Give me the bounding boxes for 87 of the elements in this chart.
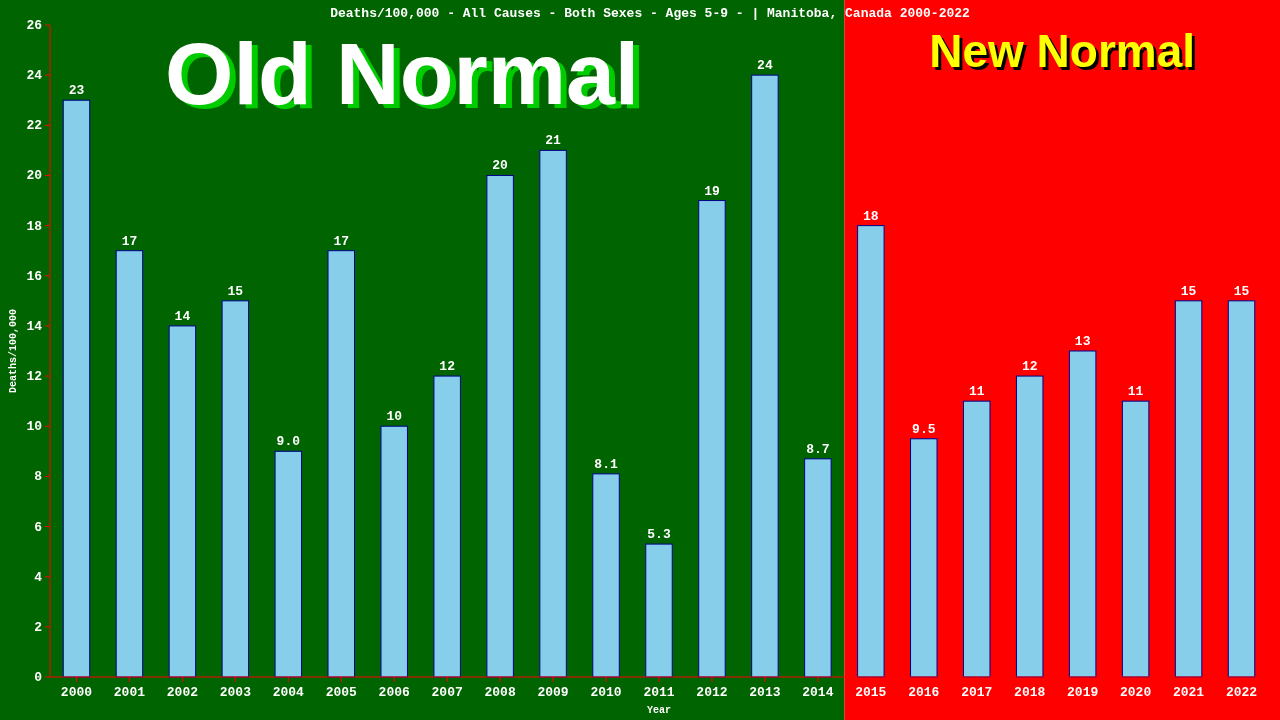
x-tick-label: 2019 (1067, 685, 1099, 700)
x-tick-label: 2013 (749, 685, 781, 700)
x-tick-label: 2005 (325, 685, 358, 700)
x-tick-label: 2012 (696, 685, 728, 700)
bar (274, 450, 303, 678)
y-tick-label: 26 (26, 18, 43, 33)
bar (327, 250, 355, 678)
bar (698, 200, 726, 678)
bar (592, 473, 620, 678)
y-tick-label: 10 (26, 419, 43, 435)
x-tick-label: 2009 (537, 685, 569, 700)
y-tick-label: 16 (26, 268, 43, 284)
bar (1121, 400, 1150, 678)
data-label: 19 (704, 183, 720, 199)
data-label: 10 (386, 409, 403, 425)
chart-title: Deaths/100,000 - All Causes - Both Sexes - Ages 5-9 - | Manitoba, Canada 2000-2022 (330, 6, 971, 21)
data-label: 13 (1074, 334, 1091, 349)
data-label: 9.5 (912, 421, 936, 437)
bar (168, 325, 197, 678)
x-tick-label: 2022 (1225, 685, 1258, 700)
data-label: 9.0 (276, 434, 301, 450)
x-tick-label: 2000 (60, 685, 93, 700)
x-tick-label: 2017 (961, 685, 993, 700)
bar (751, 74, 779, 678)
data-label: 8.7 (806, 441, 830, 457)
data-label: 21 (545, 133, 562, 149)
data-label: 12 (1021, 359, 1038, 375)
data-label: 18 (863, 208, 879, 224)
x-axis-title: Year (646, 705, 672, 716)
bar (62, 99, 91, 678)
y-tick-label: 14 (26, 318, 43, 334)
bar (115, 250, 144, 678)
bar (380, 425, 408, 678)
x-tick-label: 2001 (113, 685, 146, 700)
x-tick-label: 2006 (378, 685, 411, 700)
bar (539, 149, 567, 678)
x-tick-label: 2011 (643, 685, 675, 700)
x-tick-label: 2004 (272, 685, 305, 700)
bar (1068, 350, 1097, 678)
bar (645, 543, 673, 678)
x-tick-label: 2007 (431, 685, 463, 700)
x-tick-label: 2021 (1172, 685, 1205, 700)
bar (1015, 375, 1044, 678)
data-label: 15 (227, 283, 244, 299)
bar (1174, 300, 1203, 678)
x-tick-label: 2016 (908, 685, 940, 700)
bar (221, 300, 250, 678)
y-tick-label: 18 (26, 218, 43, 234)
data-label: 11 (968, 384, 985, 400)
data-label: 12 (439, 359, 456, 375)
x-tick-label: 2020 (1120, 685, 1152, 700)
data-label: 14 (174, 308, 191, 324)
x-tick-label: 2010 (590, 685, 622, 700)
x-tick-label: 2014 (802, 685, 834, 700)
data-label: 5.3 (647, 527, 671, 543)
bar (433, 375, 461, 678)
x-tick-label: 2008 (484, 685, 516, 700)
data-label: 15 (1180, 283, 1197, 299)
bar (804, 458, 832, 678)
y-tick-label: 20 (26, 168, 43, 184)
y-tick-label: 4 (34, 569, 43, 585)
data-label: 20 (492, 158, 509, 174)
bar (1227, 300, 1256, 678)
data-label: 8.1 (594, 456, 618, 472)
x-tick-label: 2018 (1014, 685, 1046, 700)
x-tick-label: 2015 (855, 685, 887, 700)
y-tick-label: 0 (34, 670, 43, 685)
data-label: 24 (757, 58, 773, 74)
data-label: 17 (333, 233, 350, 249)
bar (486, 174, 514, 678)
data-label: 17 (121, 233, 138, 249)
data-label: 23 (68, 83, 85, 99)
bar (963, 400, 991, 678)
x-tick-label: 2002 (166, 685, 199, 700)
y-tick-label: 8 (34, 469, 43, 485)
y-tick-label: 22 (26, 118, 43, 134)
y-tick-label: 2 (34, 619, 43, 635)
y-tick-label: 6 (34, 519, 43, 535)
y-tick-label: 24 (26, 68, 43, 84)
bar (857, 225, 885, 678)
data-label: 11 (1127, 384, 1144, 400)
x-tick-label: 2003 (219, 685, 252, 700)
band-label: New Normal (929, 25, 1196, 77)
bar (910, 438, 938, 678)
y-axis-title: Deaths/100,000 (8, 308, 19, 394)
data-label: 15 (1233, 283, 1250, 299)
y-tick-label: 12 (26, 369, 43, 385)
